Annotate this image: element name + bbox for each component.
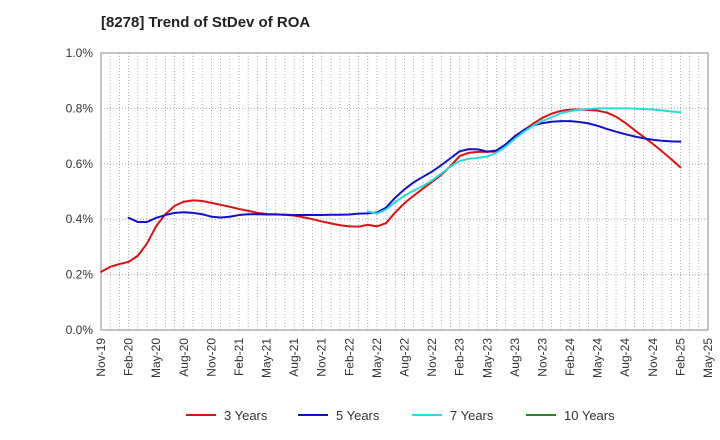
x-tick-label: Nov-21	[315, 338, 329, 377]
y-tick-label: 1.0%	[66, 46, 94, 60]
chart-title: [8278] Trend of StDev of ROA	[101, 14, 311, 31]
legend-label-10-years: 10 Years	[564, 408, 615, 423]
x-tick-label: May-21	[260, 338, 274, 378]
y-tick-label: 0.6%	[66, 157, 94, 171]
x-tick-label: May-24	[591, 338, 605, 378]
x-tick-label: Nov-20	[204, 338, 218, 377]
x-tick-label: May-22	[370, 338, 384, 378]
axes: 0.0% 0.2% 0.4% 0.6% 0.8% 1.0% Nov-19 Feb-20 May-…	[66, 46, 715, 378]
y-tick-label: 0.2%	[66, 268, 94, 282]
series-lines	[100, 107, 682, 273]
series-line-5-years	[127, 120, 682, 223]
grid	[101, 53, 708, 330]
x-tick-label: Aug-21	[287, 338, 301, 377]
x-tick-label: Aug-22	[398, 338, 412, 377]
series-line-7-years	[366, 107, 682, 215]
x-tick-label: Feb-22	[342, 338, 356, 376]
x-tick-label: Aug-24	[618, 338, 632, 377]
x-tick-label: Aug-20	[177, 338, 191, 377]
x-tick-label: Nov-19	[94, 338, 108, 377]
legend-label-5-years: 5 Years	[336, 408, 380, 423]
legend-label-3-years: 3 Years	[224, 408, 268, 423]
y-tick-label: 0.8%	[66, 101, 94, 115]
x-tick-label: Feb-21	[232, 338, 246, 376]
plot-frame	[100, 52, 709, 331]
x-tick-label: Nov-23	[535, 338, 549, 377]
x-tick-label: Feb-24	[563, 338, 577, 376]
x-tick-label: Aug-23	[508, 338, 522, 377]
x-tick-label: May-23	[480, 338, 494, 378]
x-tick-label: May-20	[149, 338, 163, 378]
x-tick-label: Feb-23	[453, 338, 467, 376]
x-tick-label: Nov-22	[425, 338, 439, 377]
y-tick-label: 0.0%	[66, 323, 94, 337]
x-tick-label: Feb-25	[673, 338, 687, 376]
x-tick-label: Feb-20	[122, 338, 136, 376]
x-tick-label: May-25	[701, 338, 715, 378]
y-tick-label: 0.4%	[66, 212, 94, 226]
legend: 3 Years 5 Years 7 Years 10 Years	[186, 408, 615, 423]
x-tick-label: Nov-24	[646, 338, 660, 377]
legend-label-7-years: 7 Years	[450, 408, 494, 423]
